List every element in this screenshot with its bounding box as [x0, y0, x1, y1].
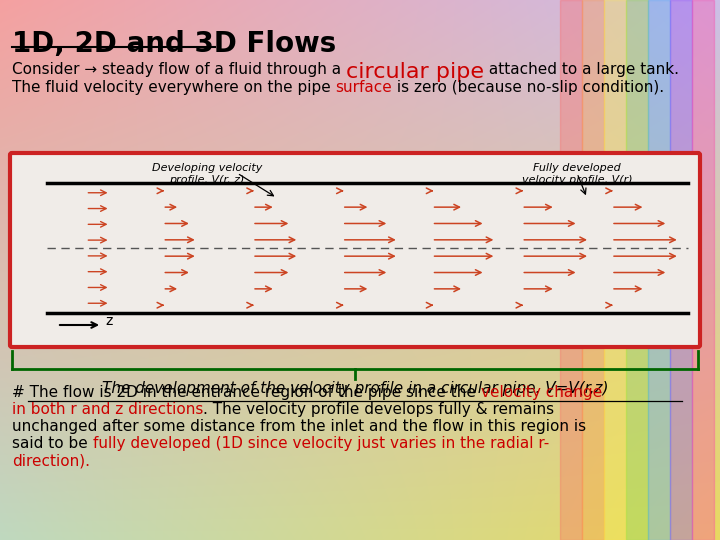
Text: Fully developed
velocity profile, V(r): Fully developed velocity profile, V(r) — [522, 163, 632, 185]
Bar — [582, 0, 604, 540]
Bar — [604, 0, 626, 540]
Text: surface: surface — [336, 80, 392, 95]
Text: Consider → steady flow of a fluid through a: Consider → steady flow of a fluid throug… — [12, 62, 346, 77]
Text: said to be: said to be — [12, 436, 93, 451]
Bar — [670, 0, 692, 540]
Text: unchanged after some distance from the inlet and the flow in this region is: unchanged after some distance from the i… — [12, 419, 586, 434]
Text: in both r and z directions: in both r and z directions — [12, 402, 203, 417]
Text: The fluid velocity everywhere on the pipe: The fluid velocity everywhere on the pip… — [12, 80, 336, 95]
Text: z: z — [105, 314, 112, 328]
Text: attached to a large tank.: attached to a large tank. — [484, 62, 679, 77]
Bar — [648, 0, 670, 540]
Text: # The flow is 2D in the entrance region of the pipe since the: # The flow is 2D in the entrance region … — [12, 385, 481, 400]
Bar — [626, 0, 648, 540]
Text: Developing velocity
profile, V(r, z): Developing velocity profile, V(r, z) — [152, 163, 262, 185]
Text: is zero (because no-slip condition).: is zero (because no-slip condition). — [392, 80, 665, 95]
Text: . The velocity profile develops fully & remains: . The velocity profile develops fully & … — [203, 402, 554, 417]
Bar — [560, 0, 582, 540]
Text: direction).: direction). — [12, 453, 90, 468]
Text: The development of the velocity profile in a circular pipe. V=V(r,z): The development of the velocity profile … — [102, 381, 608, 396]
Text: velocity change: velocity change — [481, 385, 602, 400]
Bar — [692, 0, 714, 540]
FancyBboxPatch shape — [10, 153, 700, 347]
Text: fully developed (1D since velocity just varies in the radial r-: fully developed (1D since velocity just … — [93, 436, 549, 451]
Text: circular pipe: circular pipe — [346, 62, 484, 82]
Text: 1D, 2D and 3D Flows: 1D, 2D and 3D Flows — [12, 30, 336, 58]
